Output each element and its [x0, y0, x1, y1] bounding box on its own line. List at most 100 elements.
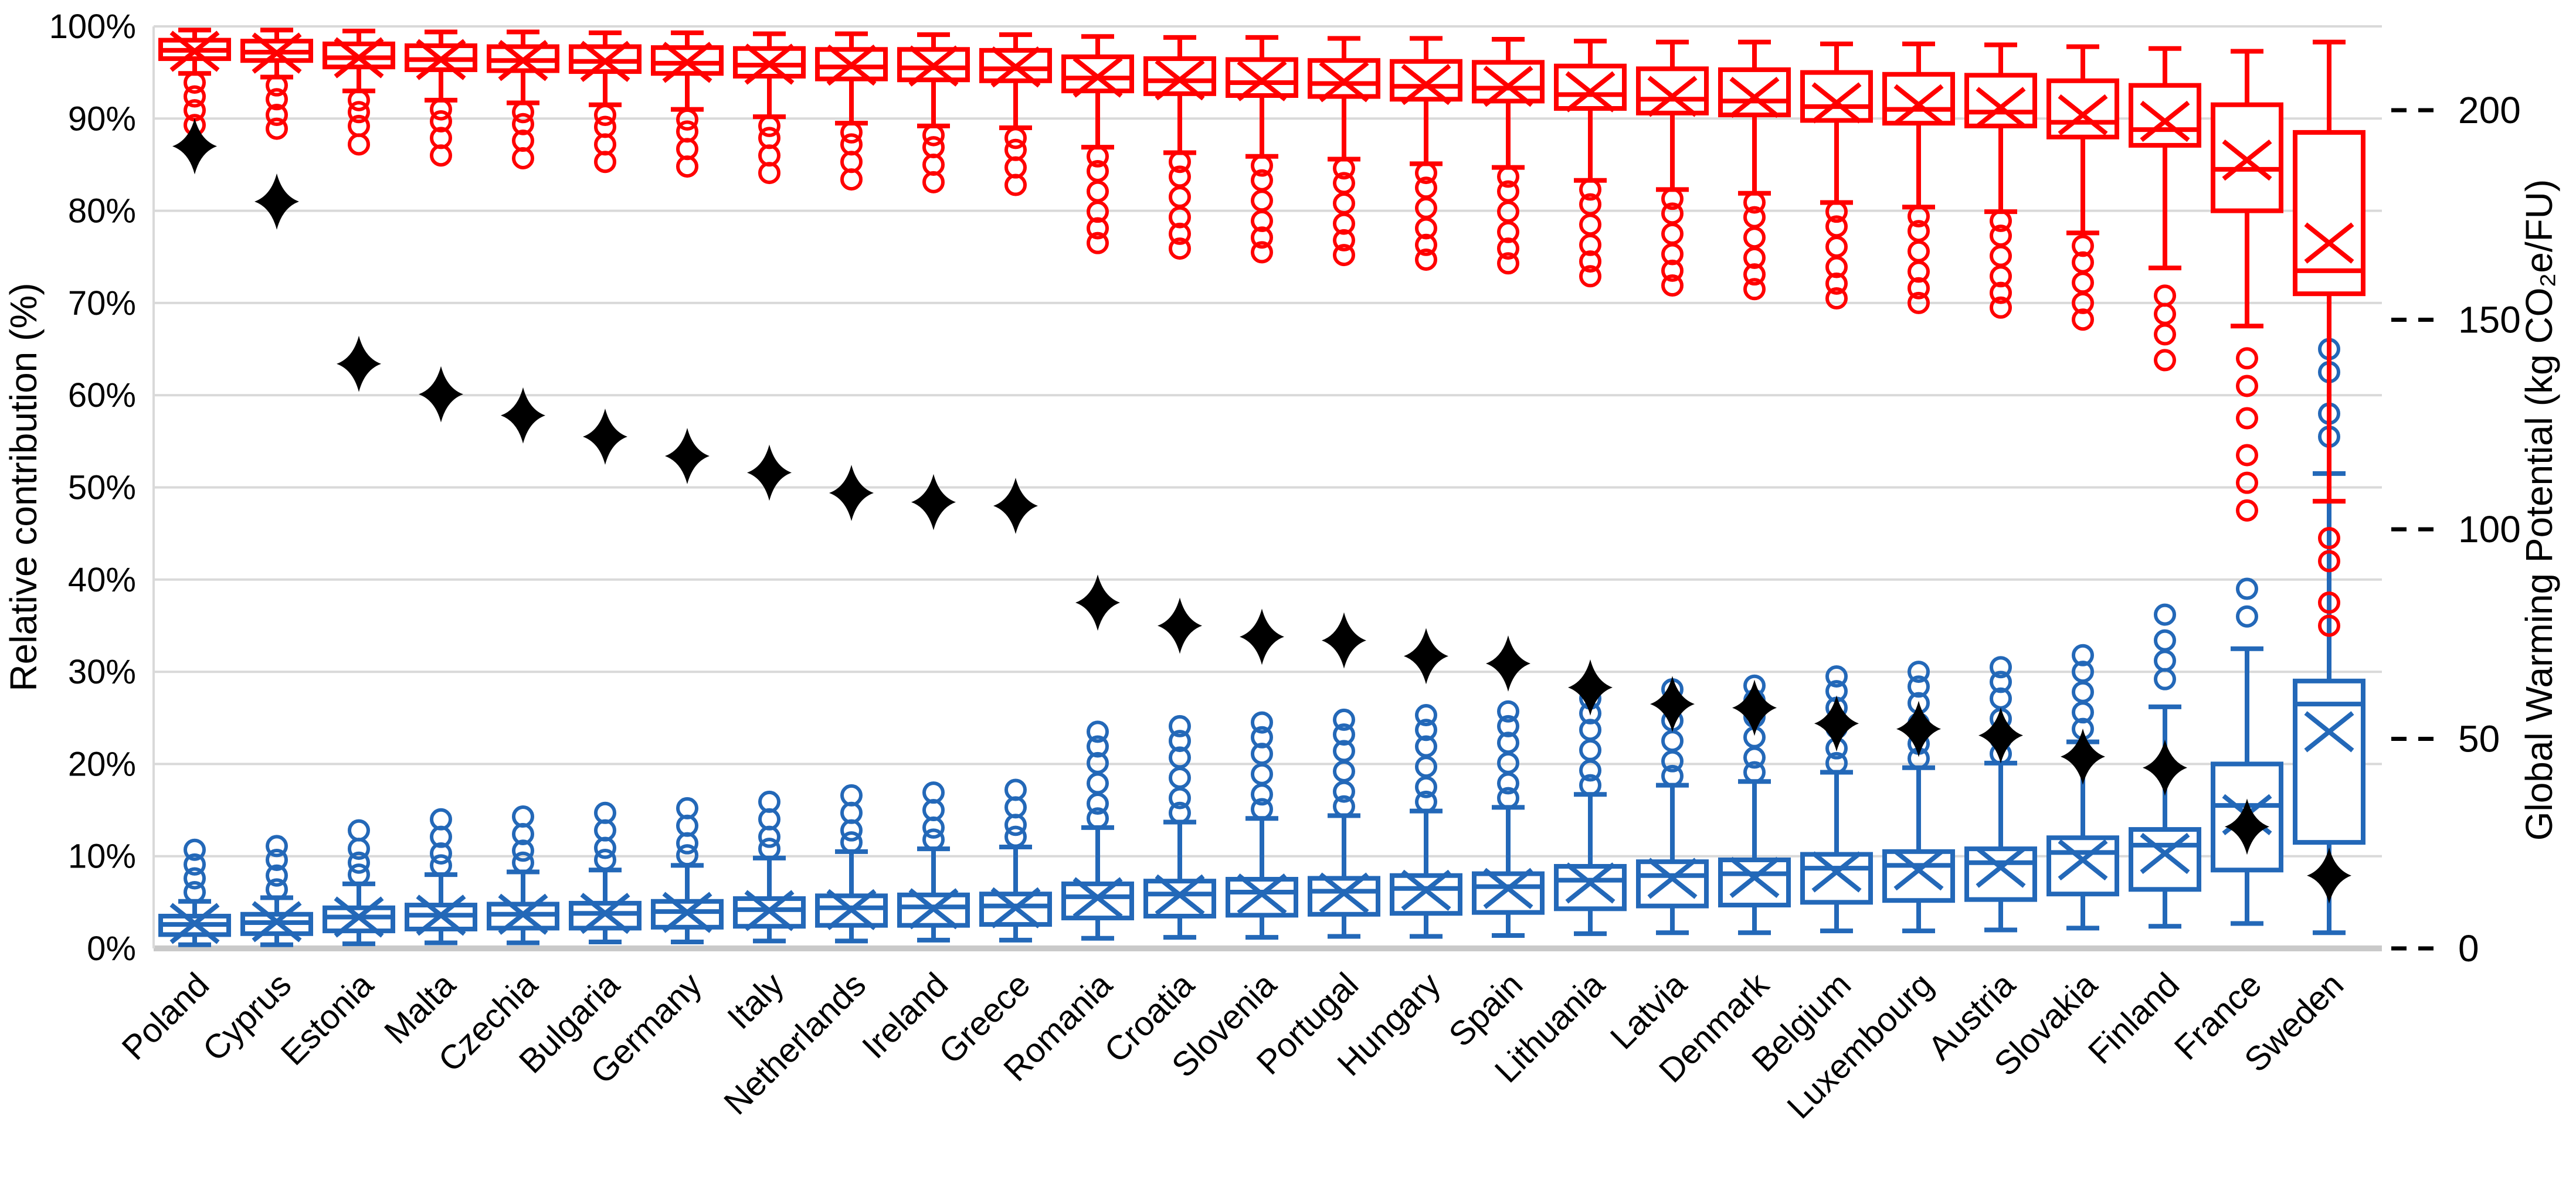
right-axis-tick: 0: [2458, 927, 2479, 970]
outlier-point: [1825, 256, 1848, 278]
outlier-point: [594, 801, 616, 824]
outlier-point: [266, 878, 288, 901]
outlier-point: [1908, 260, 1930, 283]
boxplot-Belgium-red: [1800, 41, 1873, 310]
boxplot-Belgium-blue: [1800, 665, 1873, 934]
outlier-point: [1579, 774, 1601, 797]
gwp-diamond-Italy: [747, 444, 792, 501]
boxplot-Sweden-red: [2293, 39, 2365, 637]
outlier-point: [1415, 196, 1437, 219]
gwp-diamond-Spain: [1486, 635, 1530, 692]
outlier-point: [2072, 234, 2094, 257]
boxplot-Netherlands-blue: [815, 784, 888, 944]
left-axis-tick: 80%: [68, 192, 136, 230]
outlier-point: [1415, 217, 1437, 240]
outlier-point: [1661, 222, 1684, 245]
gwp-diamond-Sweden: [2307, 847, 2351, 904]
outlier-point: [1661, 259, 1684, 282]
right-axis-tick: 50: [2458, 718, 2500, 760]
outlier-point: [1908, 661, 1930, 683]
outlier-point: [1169, 746, 1191, 769]
outlier-point: [184, 838, 206, 861]
boxplot-Poland-red: [158, 28, 231, 137]
outlier-point: [1579, 250, 1601, 273]
outlier-point: [1497, 787, 1519, 809]
outlier-point: [1333, 157, 1355, 180]
outlier-point: [2072, 681, 2094, 703]
outlier-point: [2154, 629, 2176, 652]
outlier-point: [1087, 180, 1109, 203]
outlier-point: [1087, 232, 1109, 254]
outlier-point: [2318, 550, 2340, 573]
outlier-point: [1743, 191, 1766, 214]
outlier-point: [1497, 252, 1519, 275]
outlier-point: [1579, 719, 1601, 741]
boxplot-Romania-red: [1061, 34, 1134, 254]
boxplot-Austria-blue: [1964, 656, 2037, 933]
outlier-point: [1004, 778, 1027, 801]
outlier-point: [1004, 825, 1027, 848]
outlier-point: [840, 831, 863, 854]
outlier-point: [1908, 205, 1930, 228]
outlier-point: [1087, 200, 1109, 223]
outlier-point: [348, 89, 370, 111]
outlier-point: [184, 71, 206, 94]
outlier-point: [2154, 649, 2176, 672]
gwp-diamond-Portugal: [1322, 612, 1366, 669]
outlier-point: [2154, 349, 2176, 372]
outlier-point: [1579, 178, 1601, 201]
gwp-diamond-Poland: [172, 118, 217, 175]
outlier-point: [1251, 209, 1273, 232]
outlier-point: [1087, 751, 1109, 774]
boxplot-Slovenia-blue: [1226, 711, 1298, 940]
outlier-point: [1415, 719, 1437, 741]
outlier-point: [1990, 671, 2012, 693]
gwp-diamond-Netherlands: [829, 464, 874, 521]
outlier-point: [512, 851, 534, 874]
outlier-point: [2154, 603, 2176, 626]
outlier-point: [1825, 751, 1848, 774]
outlier-point: [430, 110, 452, 133]
boxplot-Greece-blue: [979, 778, 1052, 943]
gwp-diamond-Slovenia: [1240, 608, 1284, 665]
left-axis-tick: 10%: [68, 838, 136, 876]
country-label-Poland: Poland: [115, 965, 217, 1067]
boxplot-Austria-red: [1964, 42, 2037, 319]
outlier-point: [1087, 772, 1109, 795]
outlier-point: [266, 117, 288, 140]
outlier-point: [348, 851, 370, 874]
outlier-point: [1169, 766, 1191, 789]
outlier-point: [1990, 656, 2012, 679]
outlier-point: [1169, 222, 1191, 245]
outlier-point: [2072, 308, 2094, 331]
boxplot-Croatia-red: [1143, 35, 1216, 260]
outlier-point: [184, 853, 206, 876]
country-label-Finland: Finland: [2081, 965, 2187, 1071]
outlier-point: [922, 828, 945, 851]
outlier-point: [1990, 209, 2012, 232]
outlier-point: [2318, 591, 2340, 614]
gwp-diamond-France: [2225, 798, 2269, 855]
outlier-point: [1415, 735, 1437, 758]
boxplot-Hungary-blue: [1390, 704, 1462, 939]
gwp-diamond-series: [172, 118, 2351, 904]
outlier-point: [1661, 243, 1684, 266]
outlier-point: [1825, 272, 1848, 295]
red-box-series: [158, 28, 2365, 637]
outlier-point: [1333, 708, 1355, 731]
outlier-point: [922, 171, 945, 193]
outlier-point: [512, 805, 534, 828]
outlier-point: [840, 168, 863, 191]
gwp-diamond-Ireland: [911, 474, 956, 530]
outlier-point: [1743, 246, 1766, 269]
outlier-point: [1251, 743, 1273, 766]
boxplot-Netherlands-red: [815, 31, 888, 191]
boxplot-Latvia-blue: [1636, 678, 1709, 936]
outlier-point: [184, 867, 206, 890]
outlier-point: [1579, 265, 1601, 288]
outlier-point: [2318, 614, 2340, 637]
outlier-point: [1169, 801, 1191, 824]
boxplot-Estonia-red: [323, 28, 395, 156]
outlier-point: [758, 790, 780, 813]
